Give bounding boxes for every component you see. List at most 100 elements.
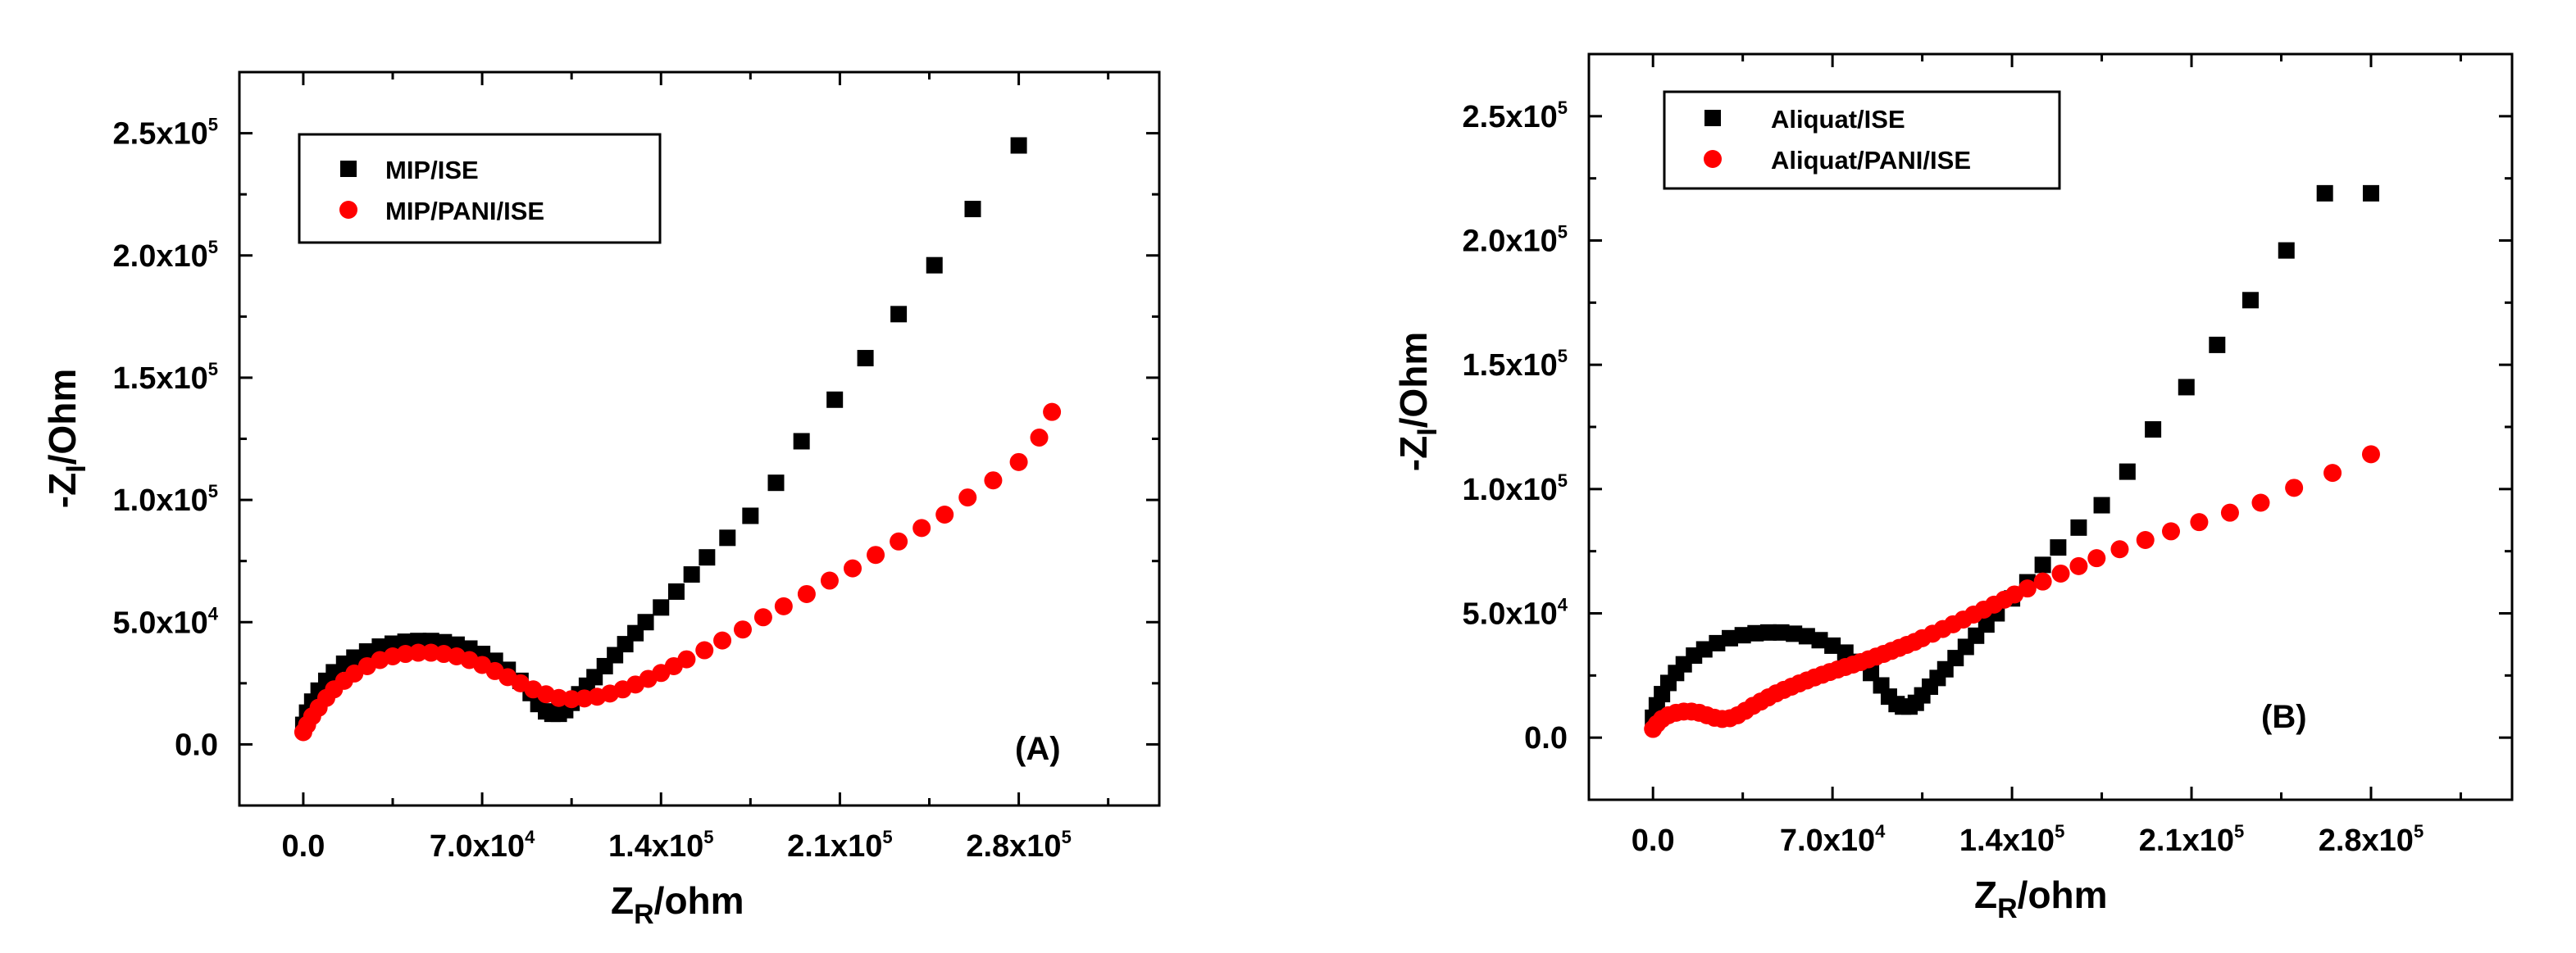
data-point-square	[1773, 624, 1790, 641]
legend-marker-circle	[1704, 150, 1722, 168]
data-point-circle	[867, 546, 885, 565]
data-point-square	[1709, 634, 1726, 651]
data-point-square	[2093, 497, 2110, 514]
data-marks	[1644, 184, 2380, 738]
x-tick-labels: 0.0 7.0x104 1.4x105 2.1x105 2.8x105	[1632, 821, 2424, 858]
x-tick-label: 2.1x105	[2139, 821, 2244, 858]
y-tick-label: 0.0	[175, 728, 218, 762]
y-tick-label: 2.5x105	[1463, 98, 1568, 134]
data-point-circle	[958, 488, 977, 507]
y-tick-label: 1.5x105	[113, 359, 218, 396]
x-axis-title: ZR/ohm	[1974, 874, 2108, 924]
data-point-square	[742, 507, 759, 524]
data-point-circle	[753, 608, 772, 627]
data-point-circle	[774, 597, 793, 615]
data-point-square	[653, 599, 670, 616]
x-tick-label: 2.8x105	[966, 827, 1071, 864]
data-point-square	[2278, 242, 2295, 259]
legend-box	[1663, 90, 2061, 190]
axis-ticks	[239, 70, 1159, 807]
x-tick-label: 2.8x105	[2319, 821, 2424, 858]
data-point-square	[2119, 463, 2136, 480]
data-point-square	[397, 633, 414, 651]
data-point-circle	[2110, 540, 2129, 559]
legend-label-series-1: Aliquat/ISE	[1771, 105, 1905, 134]
data-point-circle	[2190, 513, 2209, 532]
data-point-circle	[1043, 402, 1062, 421]
x-tick-label: 2.1x105	[787, 827, 892, 864]
legend-box	[298, 133, 662, 244]
series-2	[294, 402, 1062, 742]
data-point-circle	[2361, 445, 2380, 464]
data-point-square	[767, 474, 785, 492]
data-point-square	[667, 583, 685, 600]
series-1	[1645, 184, 2379, 726]
data-point-square	[2034, 556, 2051, 574]
data-point-square	[1734, 627, 1751, 644]
data-point-circle	[890, 532, 908, 551]
data-point-circle	[2285, 479, 2304, 497]
data-point-square	[683, 566, 700, 583]
data-point-circle	[935, 505, 954, 524]
y-tick-label: 1.0x105	[113, 481, 218, 518]
data-point-circle	[820, 571, 839, 590]
y-tick-label: 2.5x105	[113, 115, 218, 152]
data-point-circle	[677, 650, 696, 669]
x-tick-label: 7.0x104	[430, 827, 535, 864]
data-point-square	[890, 306, 908, 323]
y-axis-title: -ZI/Ohm	[1392, 332, 1443, 471]
y-tick-labels: 0.0 5.0x104 1.0x105 1.5x105 2.0x105 2.5x105	[113, 115, 219, 763]
data-point-square	[385, 635, 401, 652]
series-2	[1644, 445, 2380, 738]
data-point-square	[2362, 184, 2379, 202]
data-point-circle	[844, 559, 862, 578]
legend: MIP/ISE MIP/PANI/ISE	[298, 133, 662, 244]
data-point-square	[964, 201, 981, 218]
y-tick-label: 0.0	[1524, 721, 1568, 756]
x-tick-label: 1.4x105	[1959, 821, 2064, 858]
axis-ticks	[1589, 52, 2512, 801]
data-point-square	[2241, 292, 2259, 309]
data-point-square	[2050, 539, 2067, 556]
y-tick-label: 2.0x105	[1463, 222, 1568, 259]
data-point-circle	[2323, 464, 2342, 483]
data-point-circle	[2087, 549, 2106, 568]
data-point-square	[2145, 421, 2162, 438]
data-point-circle	[2251, 493, 2270, 512]
data-point-circle	[562, 690, 581, 709]
legend-marker-square	[340, 161, 357, 177]
data-point-square	[1824, 637, 1841, 654]
x-tick-label: 1.4x105	[608, 827, 713, 864]
data-point-square	[1786, 625, 1803, 642]
data-point-square	[1010, 137, 1027, 154]
y-tick-label: 2.0x105	[113, 237, 218, 274]
data-point-circle	[695, 641, 714, 660]
panel-label: (A)	[1015, 731, 1061, 767]
data-point-square	[1695, 641, 1713, 658]
data-point-square	[637, 614, 654, 631]
data-point-square	[1722, 629, 1739, 647]
data-point-square	[1759, 624, 1777, 641]
legend-marker-square	[1704, 110, 1721, 126]
data-point-circle	[2136, 531, 2155, 550]
panel-label: (B)	[2261, 699, 2307, 735]
data-point-square	[699, 549, 716, 566]
data-point-square	[2070, 519, 2087, 536]
x-tick-label: 7.0x104	[1780, 821, 1886, 858]
data-point-circle	[2033, 572, 2052, 591]
data-point-square	[358, 643, 375, 660]
data-point-circle	[2018, 579, 2037, 598]
y-tick-labels: 0.0 5.0x104 1.0x105 1.5x105 2.0x105 2.5x105	[1463, 98, 1568, 756]
chart-panel-b: 0.0 7.0x104 1.4x105 2.1x105 2.8x105 0.0 5.0x1…	[1392, 52, 2514, 924]
data-point-square	[1747, 624, 1764, 642]
x-tick-labels: 0.0 7.0x104 1.4x105 2.1x105 2.8x105	[282, 827, 1072, 864]
data-point-square	[826, 391, 844, 408]
data-point-square	[1863, 665, 1880, 682]
data-point-circle	[984, 471, 1003, 490]
y-tick-label: 1.0x105	[1463, 470, 1568, 507]
y-tick-label: 5.0x104	[113, 603, 219, 640]
data-point-square	[793, 433, 810, 450]
data-point-square	[926, 256, 943, 274]
data-point-circle	[2069, 556, 2088, 575]
